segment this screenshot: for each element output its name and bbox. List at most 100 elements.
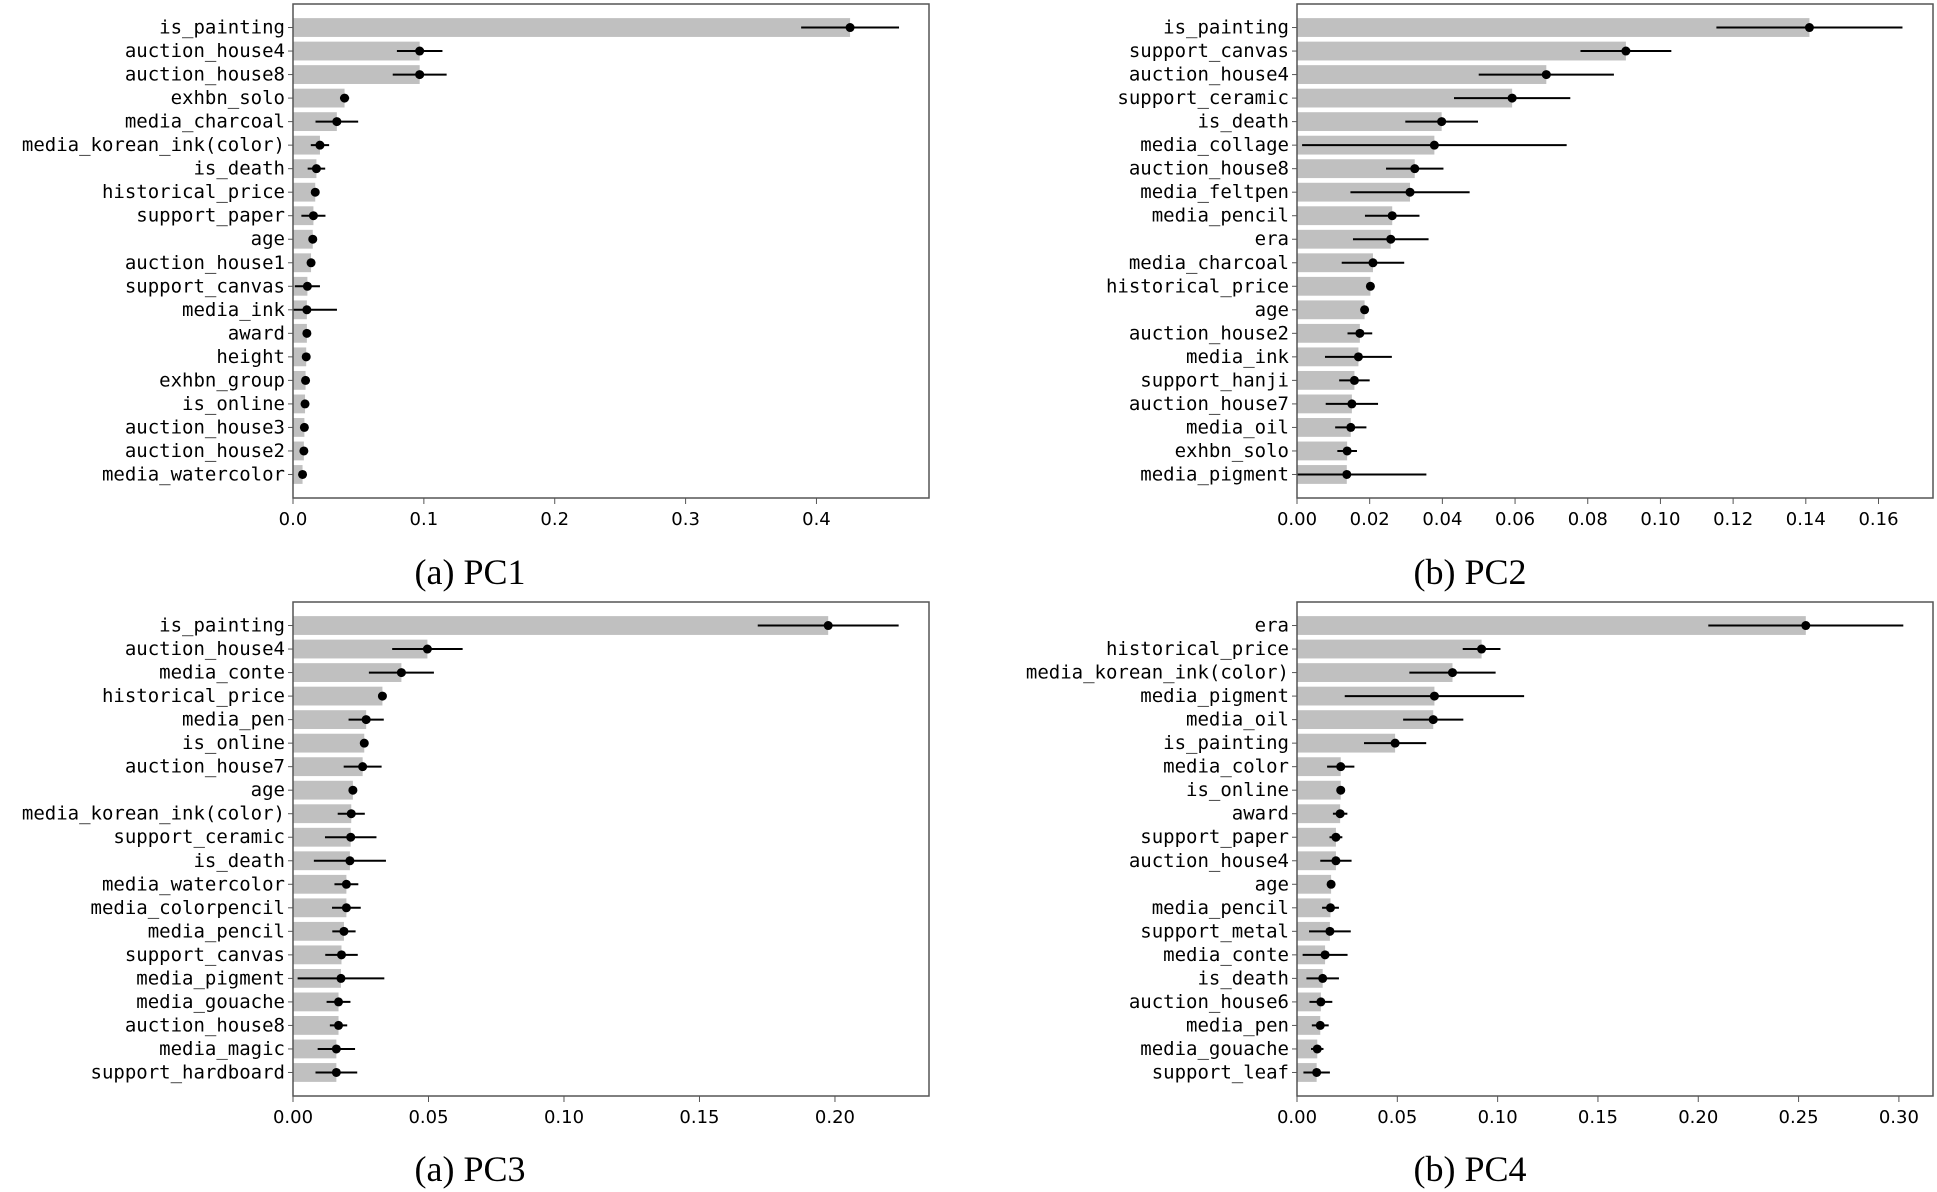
plot-frame [1296,601,1934,1097]
bar-era [1297,616,1806,635]
x-tick-label: 0.08 [1568,509,1608,530]
point-auction_house7 [358,762,368,772]
bar-media_gouache [1297,1039,1318,1059]
y-tick-label: support_canvas [125,275,285,297]
y-tick-label: is_online [182,732,285,754]
y-tick-label: media_oil [1186,416,1289,438]
point-media_pencil [339,926,349,936]
y-tick-label: media_conte [1163,944,1289,966]
point-media_oil [1428,715,1438,725]
point-media_korean_ink(color) [346,809,356,819]
plot-frame [292,3,930,499]
bar-media_gouache [293,992,339,1012]
point-era [1801,621,1811,631]
point-is_online [359,738,369,748]
x-tick-label: 0.3 [671,509,700,530]
panel-caption: (a) PC3 [415,1149,526,1189]
bar-media_colorpencil [293,898,347,918]
y-tick-label: exhbn_group [159,369,285,391]
y-tick-label: historical_price [1106,275,1289,297]
y-tick-label: support_metal [1140,920,1289,942]
point-support_paper [1331,832,1341,842]
y-tick-label: media_charcoal [1129,252,1289,274]
point-support_metal [1325,926,1335,936]
bar-historical_price [293,182,316,202]
y-tick-label: height [216,346,285,368]
point-media_color [1336,762,1346,772]
x-tick-label: 0.10 [544,1107,584,1128]
point-media_pigment [1429,691,1439,701]
y-tick-label: media_watercolor [102,873,285,895]
bar-era [1297,229,1391,249]
y-tick-label: media_gouache [1140,1038,1289,1060]
point-media_korean_ink(color) [1447,668,1457,678]
x-tick-label: 0.10 [1640,509,1680,530]
point-is_painting [823,621,833,631]
point-age [308,234,318,244]
bar-support_canvas [1297,41,1626,61]
panel-caption: (b) PC2 [1413,552,1526,592]
x-tick-label: 0.14 [1786,509,1826,530]
y-tick-label: auction_house4 [1129,850,1289,872]
bar-height [293,347,307,367]
y-tick-label: era [1255,228,1289,250]
bar-media_pencil [293,921,344,941]
bar-is_painting [1297,18,1810,37]
point-support_canvas [337,950,347,960]
x-tick-label: 0.00 [1277,1107,1317,1128]
point-media_pen [361,715,371,725]
y-tick-label: support_paper [136,205,285,227]
bar-media_pen [293,710,367,730]
bar-age [293,229,313,249]
bar-support_canvas [293,945,342,965]
x-tick-label: 0.02 [1350,509,1390,530]
y-tick-label: media_oil [1186,709,1289,731]
point-auction_house8 [415,70,425,80]
y-tick-label: media_korean_ink(color) [1026,662,1289,684]
y-tick-label: auction_house2 [1129,322,1289,344]
x-tick-label: 0.04 [1422,509,1462,530]
y-tick-label: auction_house3 [125,416,285,438]
y-tick-label: media_color [1163,756,1289,778]
x-tick-label: 0.30 [1879,1107,1919,1128]
bar-media_watercolor [293,465,303,484]
y-tick-label: historical_price [102,685,285,707]
point-age [1360,305,1370,315]
bar-auction_house8 [293,1016,339,1035]
bar-is_painting [1297,733,1396,753]
point-media_conte [396,668,406,678]
chart-panel-3: is_paintingauction_house4media_contehist… [22,601,930,1189]
y-tick-label: media_charcoal [125,111,285,133]
y-tick-label: media_korean_ink(color) [22,134,285,156]
y-tick-label: historical_price [1106,638,1289,660]
bar-is_online [293,394,306,414]
x-tick-label: 0.05 [408,1107,448,1128]
bar-age [1297,300,1365,320]
y-tick-label: media_korean_ink(color) [22,803,285,825]
x-tick-label: 0.2 [540,509,569,530]
point-media_pigment [336,973,346,983]
y-tick-label: media_conte [159,662,285,684]
y-tick-label: is_death [1197,111,1289,133]
y-tick-label: support_hardboard [91,1061,285,1083]
bar-exhbn_solo [293,88,345,108]
bar-media_magic [293,1039,337,1059]
bar-media_charcoal [293,112,337,132]
point-media_pencil [1387,211,1397,221]
point-auction_house8 [1410,164,1420,174]
bar-auction_house7 [1297,394,1352,414]
point-auction_house4 [422,644,432,654]
point-is_death [345,856,355,866]
point-is_online [1336,785,1346,795]
bar-auction_house4 [293,639,428,659]
bar-auction_house2 [1297,323,1360,343]
bar-exhbn_solo [1297,441,1348,461]
point-historical_price [1477,644,1487,654]
panel-caption: (b) PC4 [1413,1149,1526,1189]
bar-media_color [1297,757,1341,777]
y-tick-label: auction_house6 [1129,991,1289,1013]
x-tick-label: 0.4 [802,509,831,530]
point-media_watercolor [298,469,308,479]
bar-is_painting [293,616,829,635]
